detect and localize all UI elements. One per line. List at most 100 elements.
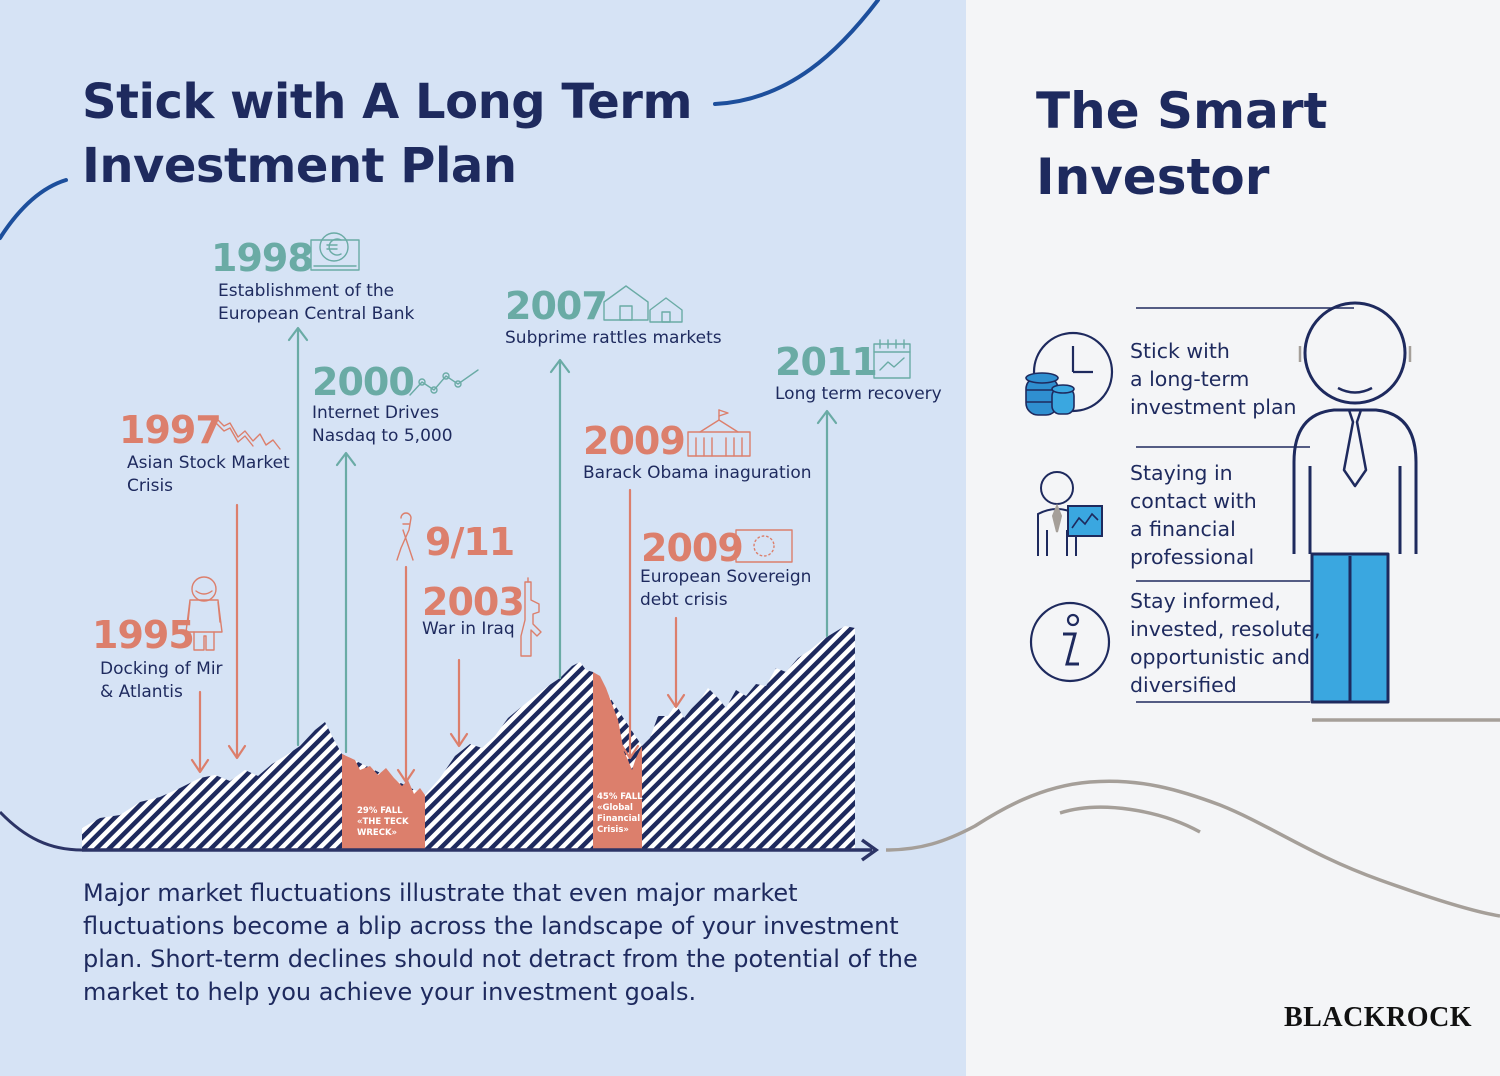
investor-figure: [1292, 301, 1418, 704]
arrow-2009-eu: [666, 616, 686, 709]
tip-stay-informed: Stay informed, invested, resolute, oppor…: [1130, 587, 1320, 699]
arrow-2009-obama: [620, 488, 640, 760]
ground-line-inner: [1059, 805, 1201, 834]
event-text-line: War in Iraq: [422, 619, 515, 639]
info-icon: [1029, 601, 1111, 683]
left-swoosh: [0, 178, 68, 240]
event-text-line: Asian Stock Market: [127, 453, 290, 473]
event-text-line: & Atlantis: [100, 682, 183, 702]
fall-text-line: 29% FALL: [357, 806, 403, 816]
tech-wreck-fall: [342, 754, 425, 850]
tip-long-term-plan: Stick with a long-term investment plan: [1130, 337, 1297, 421]
arrow-1995: [190, 690, 210, 774]
intro-paragraph: Major market fluctuations illustrate tha…: [83, 879, 918, 1006]
event-year-1995: 1995: [92, 613, 195, 657]
event-text-line: Long term recovery: [775, 384, 942, 404]
capitol-building-icon: [687, 409, 751, 457]
uptrend-icon: [409, 369, 479, 396]
left-panel: [0, 0, 966, 1076]
tip-text-line: investment plan: [1130, 395, 1297, 419]
tip-text-line: opportunistic and: [1130, 645, 1311, 669]
side-title-line-1: The Smart: [1036, 82, 1328, 140]
time-axis-arrowhead: [860, 838, 880, 862]
event-year-2011: 2011: [775, 340, 878, 384]
financial-crisis-label: 45% FALL «Global Financial Crisis»: [597, 792, 643, 836]
event-year-1998: 1998: [211, 236, 314, 280]
fall-text-line: 45% FALL: [597, 792, 643, 802]
arrow-2007: [549, 358, 571, 680]
arrow-1998: [287, 326, 309, 747]
tip-financial-professional: Staying in contact with a financial prof…: [1130, 459, 1257, 571]
tip-text-line: Stick with: [1130, 339, 1230, 363]
event-year-2007: 2007: [505, 284, 608, 328]
event-description-2003: War in Iraq: [422, 618, 515, 641]
event-text-line: Crisis: [127, 476, 174, 496]
event-description-1998: Establishment of the European Central Ba…: [218, 280, 414, 326]
advisor-chart-icon: [1037, 471, 1103, 556]
tip-text-line: invested, resolute,: [1130, 617, 1321, 641]
rifle-icon: [520, 577, 542, 657]
event-text-line: European Central Bank: [218, 304, 415, 324]
event-year-1997: 1997: [119, 408, 222, 452]
financial-crisis-fall: [593, 672, 642, 850]
page-title: Stick with A Long Term Investment Plan: [82, 70, 692, 198]
side-title: The Smart Investor: [1036, 78, 1327, 210]
calendar-chart-icon: [873, 339, 911, 379]
euro-note-icon: [310, 232, 360, 271]
fall-text-line: WRECK»: [357, 828, 398, 838]
downtrend-icon: [215, 417, 281, 450]
clock-coins-icon: [1025, 331, 1114, 416]
tech-wreck-label: 29% FALL «THE TECK WRECK»: [357, 806, 409, 839]
event-text-line: Nasdaq to 5,000: [312, 426, 453, 446]
ribbon-icon: [396, 512, 414, 561]
tip-text-line: diversified: [1130, 673, 1237, 697]
tip-text-line: professional: [1130, 545, 1255, 569]
event-text-line: Internet Drives: [312, 403, 440, 423]
page-title-line-2: Investment Plan: [82, 138, 517, 194]
event-text-line: Docking of Mir: [100, 659, 223, 679]
event-year-2003: 2003: [422, 580, 525, 624]
event-description-1995: Docking of Mir & Atlantis: [100, 658, 223, 704]
page-title-line-1: Stick with A Long Term: [82, 74, 692, 130]
baseline-swoosh: [0, 810, 83, 852]
tip-text-line: contact with: [1130, 489, 1257, 513]
market-area: [82, 626, 855, 850]
event-year-2009-eu: 2009: [641, 526, 744, 570]
event-description-2009-eu: European Sovereign debt crisis: [640, 566, 811, 612]
event-year-2009-obama: 2009: [583, 419, 686, 463]
event-description-2007: Subprime rattles markets: [505, 327, 722, 350]
event-text-line: Barack Obama inaguration: [583, 463, 812, 483]
right-panel: [966, 0, 1500, 1076]
fall-text-line: «THE TECK: [357, 817, 409, 827]
top-swoosh: [713, 0, 880, 106]
event-year-911: 9/11: [425, 520, 515, 564]
event-text-line: Establishment of the: [218, 281, 395, 301]
arrow-2011: [816, 409, 838, 638]
tip-text-line: a long-term: [1130, 367, 1250, 391]
fall-text-line: Crisis»: [597, 825, 629, 835]
tip-text-line: Stay informed,: [1130, 589, 1281, 613]
fall-text-line: Financial: [597, 814, 641, 824]
event-year-2000: 2000: [312, 360, 415, 404]
event-description-2000: Internet Drives Nasdaq to 5,000: [312, 402, 453, 448]
event-text-line: debt crisis: [640, 590, 728, 610]
side-title-line-2: Investor: [1036, 148, 1270, 206]
event-text-line: European Sovereign: [640, 567, 812, 587]
tip-text-line: a financial: [1130, 517, 1236, 541]
event-description-2009-obama: Barack Obama inaguration: [583, 462, 812, 485]
event-description-1997: Asian Stock Market Crisis: [127, 452, 290, 498]
fall-text-line: «Global: [597, 803, 633, 813]
arrow-1997: [227, 503, 247, 760]
houses-icon: [603, 285, 683, 323]
arrow-2003: [449, 658, 469, 748]
tip-text-line: Staying in: [1130, 461, 1233, 485]
ground-line: [885, 779, 1500, 918]
eu-flag-icon: [735, 529, 793, 563]
astronaut-icon: [185, 576, 223, 651]
arrow-2000: [335, 451, 357, 754]
event-description-2011: Long term recovery: [775, 383, 942, 406]
event-text-line: Subprime rattles markets: [505, 328, 722, 348]
blackrock-logo: BLACKROCK: [1284, 1002, 1473, 1033]
arrow-911: [396, 565, 416, 784]
